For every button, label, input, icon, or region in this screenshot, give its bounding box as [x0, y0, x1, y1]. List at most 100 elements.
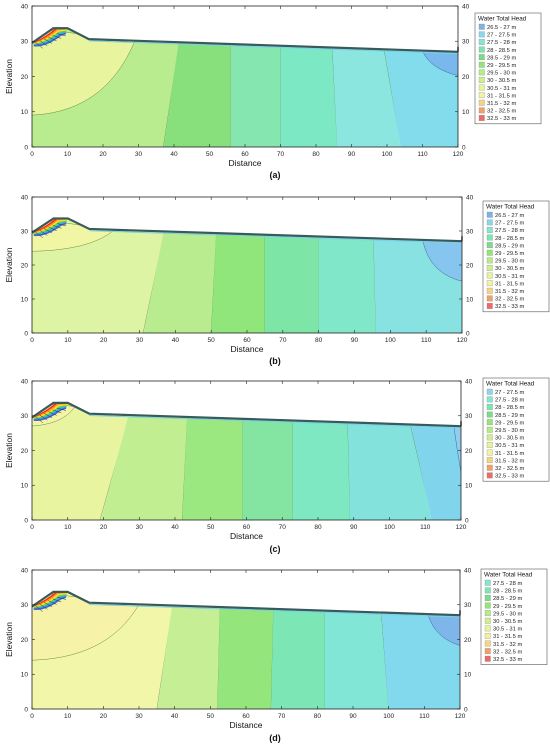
panel-caption: (c) — [270, 544, 281, 554]
x-tick-label: 110 — [420, 524, 431, 531]
legend-swatch — [484, 648, 491, 655]
x-axis-label: Distance — [229, 720, 262, 730]
legend-label: 32.5 - 33 m — [495, 474, 524, 480]
x-axis-label: Distance — [230, 344, 263, 354]
x-tick-label: 10 — [64, 337, 72, 344]
x-tick-label: 80 — [314, 713, 322, 720]
legend-swatch — [486, 234, 493, 241]
x-tick-label: 90 — [348, 151, 356, 158]
contour-band — [270, 591, 325, 709]
legend-swatch — [478, 99, 485, 106]
legend-label: 27.5 - 28 m — [493, 581, 522, 587]
x-tick-label: 40 — [171, 713, 179, 720]
legend-swatch — [486, 257, 493, 264]
legend-swatch — [478, 92, 485, 99]
legend-swatch — [486, 287, 493, 294]
legend-label: 32 - 32.5 m — [495, 466, 524, 472]
y-tick-label-right: 0 — [466, 330, 470, 337]
legend-label: 29.5 - 30 m — [495, 428, 524, 434]
slope-mesh-line — [48, 411, 57, 416]
x-tick-label: 10 — [64, 151, 72, 158]
y-tick-label: 0 — [24, 706, 28, 713]
slope-mesh-line — [39, 414, 48, 421]
legend-swatch — [484, 640, 491, 647]
slope-mesh-line — [43, 38, 53, 44]
legend-label: 30.5 - 31 m — [487, 86, 516, 92]
slope-mesh-line — [56, 596, 66, 600]
legend-label: 32 - 32.5 m — [487, 109, 516, 115]
y-tick-label-right: 10 — [464, 672, 472, 679]
contour-band — [292, 402, 351, 520]
x-tick-label: 120 — [457, 337, 468, 344]
y-tick-label-right: 20 — [466, 262, 474, 269]
x-tick-label: 100 — [385, 337, 396, 344]
contour-band — [318, 218, 376, 333]
legend-swatch — [486, 242, 493, 249]
x-tick-label: 90 — [351, 337, 359, 344]
y-tick-label-right: 20 — [462, 74, 470, 81]
contour-band — [217, 591, 275, 709]
slope-mesh-line — [44, 413, 53, 419]
x-tick-label: 120 — [455, 713, 466, 720]
legend-swatch — [486, 280, 493, 287]
legend-title: Water Total Head — [486, 204, 535, 211]
legend-label: 32.5 - 33 m — [493, 657, 522, 663]
x-tick-label: 50 — [208, 337, 216, 344]
legend-swatch — [478, 61, 485, 68]
slope-contour — [33, 32, 66, 47]
drainage-layer — [89, 230, 463, 244]
y-axis-label: Elevation — [4, 433, 14, 468]
drainage-layer — [88, 40, 459, 55]
legend-label: 31.5 - 32 m — [493, 642, 522, 648]
y-tick-label-right: 40 — [462, 3, 470, 10]
legend-swatch — [478, 69, 485, 76]
legend-label: 27.5 - 28 m — [495, 228, 524, 234]
legend-swatch — [478, 46, 485, 53]
surface-line — [31, 217, 463, 243]
legend-label: 27.5 - 28 m — [495, 398, 524, 404]
slope-contour — [33, 407, 67, 421]
legend-swatch — [478, 77, 485, 83]
panel-caption: (d) — [269, 733, 281, 743]
legend-swatch — [486, 388, 493, 395]
legend-swatch — [484, 655, 491, 662]
legend-swatch — [486, 265, 493, 271]
legend-label: 29 - 29.5 m — [487, 63, 516, 69]
legend-label: 32 - 32.5 m — [495, 297, 524, 303]
x-tick-label: 30 — [135, 713, 143, 720]
x-tick-label: 0 — [30, 524, 34, 531]
y-tick-label: 0 — [24, 517, 28, 524]
legend-swatch — [486, 396, 493, 403]
legend-label: 31 - 31.5 m — [495, 281, 524, 287]
legend-label: 30 - 30.5 m — [495, 266, 524, 272]
slope-mesh-line — [35, 231, 43, 238]
x-tick-label: 80 — [314, 524, 322, 531]
legend-swatch — [484, 617, 491, 624]
legend-swatch — [486, 472, 493, 479]
legend: Water Total Head 27.5 - 28 m 28 - 28.5 m28… — [480, 568, 548, 665]
drainage-layer — [89, 603, 461, 618]
slope-mesh-line — [44, 228, 53, 234]
slope-mesh-line — [52, 409, 62, 414]
legend-swatch — [478, 107, 485, 114]
slope-mesh-line — [35, 42, 43, 49]
contour-band — [242, 402, 293, 520]
legend-label: 27 - 27.5 m — [487, 33, 516, 39]
legend-label: 30.5 - 31 m — [493, 627, 522, 633]
x-tick-label: 120 — [453, 151, 464, 158]
legend-swatch — [486, 249, 493, 256]
y-tick-label-right: 20 — [464, 637, 472, 644]
x-axis-label: Distance — [230, 531, 263, 541]
slope-mesh-line — [52, 35, 62, 39]
x-tick-label: 40 — [172, 337, 180, 344]
legend-label: 30.5 - 31 m — [495, 274, 524, 280]
x-tick-label: 0 — [30, 151, 34, 158]
legend-swatch — [486, 227, 493, 233]
x-tick-label: 30 — [136, 524, 144, 531]
legend-swatch — [486, 411, 493, 418]
legend: Water Total Head 26.5 - 27 m 27 - 27.5 m27… — [482, 200, 550, 313]
legend-label: 28.5 - 29 m — [495, 413, 524, 419]
